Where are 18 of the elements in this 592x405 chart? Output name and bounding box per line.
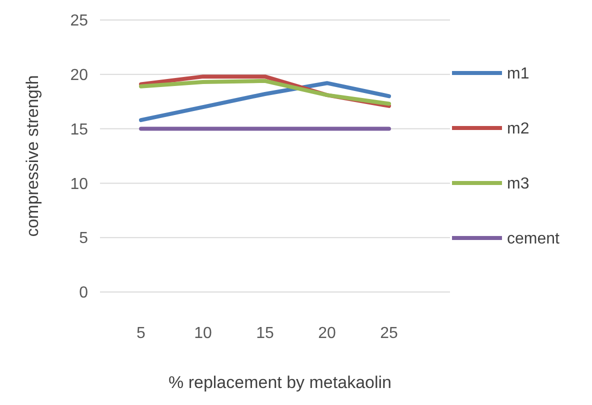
legend-label: m2: [507, 120, 530, 138]
y-tick-label: 25: [70, 12, 88, 30]
y-tick-label: 10: [70, 176, 88, 193]
y-axis-title: compressive strength: [23, 75, 42, 237]
y-tick-label: 20: [70, 67, 88, 84]
legend-label: m3: [507, 176, 530, 193]
y-tick-label: 5: [79, 230, 88, 248]
y-tick-label: 15: [70, 121, 88, 138]
x-tick-label: 5: [136, 325, 146, 342]
x-tick-label: 15: [256, 325, 274, 342]
legend-label: m1: [507, 66, 530, 83]
x-tick-label: 10: [194, 325, 212, 342]
x-tick-label: 20: [318, 325, 336, 342]
line-series: [139, 81, 391, 122]
y-tick-label: 0: [79, 284, 88, 302]
x-tick-label: 25: [380, 325, 398, 342]
legend-label: cement: [507, 230, 560, 248]
x-axis-title: % replacement by metakaolin: [168, 373, 392, 392]
